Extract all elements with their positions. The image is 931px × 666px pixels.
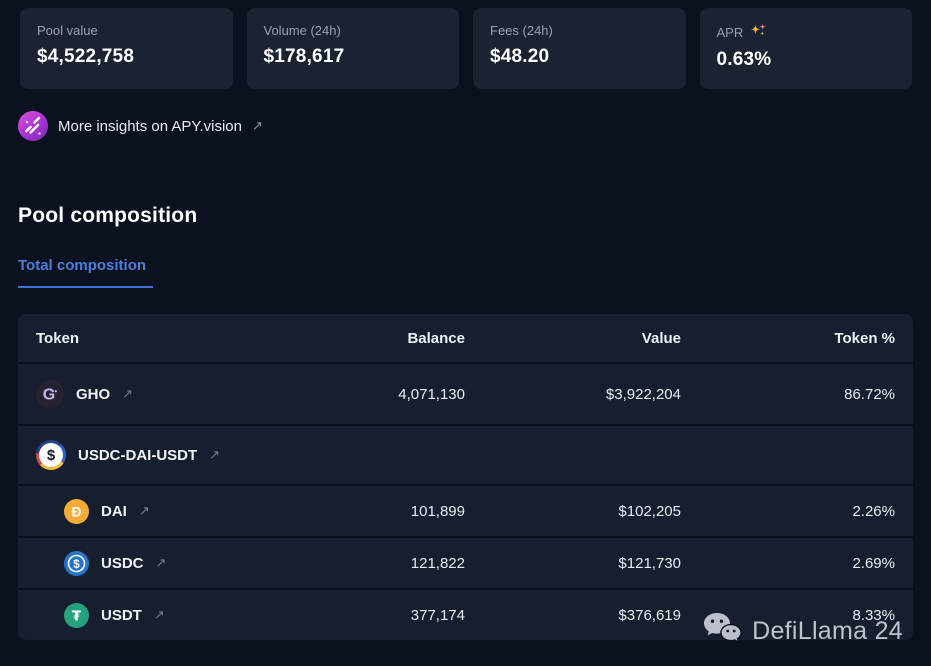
page-title: Pool composition [18, 204, 198, 227]
external-link-icon[interactable]: ↗ [122, 386, 134, 401]
stat-label: APR [716, 24, 744, 40]
token-pct-cell: 86.72% [844, 385, 895, 403]
balance-cell: 4,071,130 [398, 385, 465, 403]
stat-card-volume-24h: Volume (24h) $178,617 [246, 8, 459, 89]
usdt-token-icon: ₮ [64, 602, 89, 628]
table-header: Token Balance Value Token % [18, 314, 913, 362]
external-link-icon: ↗ [252, 118, 263, 133]
column-header-token: Token [36, 329, 80, 347]
stat-card-fees-24h: Fees (24h) $48.20 [473, 8, 686, 89]
token-pct-cell: 2.69% [852, 554, 895, 572]
stat-value: $4,522,758 [37, 46, 135, 67]
svg-text:G: G [43, 387, 55, 404]
stat-value: $48.20 [490, 46, 550, 67]
token-name: USDT [101, 606, 142, 624]
external-link-icon[interactable]: ↗ [138, 503, 150, 518]
apy-vision-link-label: More insights on APY.vision [58, 117, 242, 135]
token-name: DAI [101, 502, 127, 520]
table-row-usdt: ₮ USDT ↗ 377,174 $376,619 8.33% [18, 588, 913, 640]
value-cell: $102,205 [618, 502, 681, 520]
balance-cell: 377,174 [410, 606, 465, 624]
stat-card-apr: APR 0.63% [699, 8, 912, 89]
svg-text:$: $ [73, 558, 80, 570]
column-header-balance: Balance [407, 329, 465, 347]
table-row-usdc-dai-usdt-group: $ USDC-DAI-USDT ↗ [18, 424, 913, 484]
external-link-icon[interactable]: ↗ [209, 447, 221, 462]
table-row-usdc: $ USDC ↗ 121,822 $121,730 2.69% [18, 536, 913, 588]
token-name: USDC-DAI-USDT [78, 446, 198, 464]
table-row-gho: G GHO ↗ 4,071,130 $3,922,204 86.72% [18, 362, 913, 424]
svg-text:Ð: Ð [71, 503, 81, 519]
external-link-icon[interactable]: ↗ [155, 555, 167, 570]
wechat-icon [703, 612, 743, 651]
usdc-token-icon: $ [64, 550, 89, 576]
svg-text:₮: ₮ [72, 608, 82, 624]
composition-tabs: Total composition [18, 257, 931, 288]
token-pct-cell: 8.33% [852, 606, 895, 624]
value-cell: $121,730 [618, 554, 681, 572]
stat-label: Fees (24h) [490, 23, 553, 38]
token-pct-cell: 2.26% [852, 502, 895, 520]
column-header-token-pct: Token % [834, 329, 895, 347]
balance-cell: 121,822 [410, 554, 465, 572]
apy-vision-link[interactable]: More insights on APY.vision ↗ [18, 111, 263, 141]
stat-value: $178,617 [263, 46, 345, 67]
external-link-icon[interactable]: ↗ [153, 607, 165, 622]
usd-pool-group-icon: $ [36, 440, 66, 470]
column-header-value: Value [641, 329, 681, 347]
dai-token-icon: Ð [64, 498, 89, 524]
token-name: GHO [76, 385, 111, 403]
stat-label: Pool value [37, 23, 98, 38]
stat-label: Volume (24h) [263, 23, 341, 38]
gho-token-icon: G [36, 380, 64, 408]
composition-table: Token Balance Value Token % G GHO ↗ 4,0 [18, 314, 913, 640]
stat-card-pool-value: Pool value $4,522,758 [20, 8, 233, 89]
watermark-label: DefiLlama 24 [752, 617, 903, 645]
stats-row: Pool value $4,522,758 Volume (24h) $178,… [0, 0, 931, 89]
balance-cell: 101,899 [410, 502, 465, 520]
apy-vision-icon [18, 111, 48, 141]
stat-value: 0.63% [716, 49, 772, 70]
token-name: USDC [101, 554, 144, 572]
watermark: DefiLlama 24 [703, 612, 903, 651]
value-cell: $3,922,204 [605, 385, 681, 403]
sparkles-icon [750, 23, 767, 41]
tab-total-composition[interactable]: Total composition [18, 257, 154, 288]
value-cell: $376,619 [618, 606, 681, 624]
table-row-dai: Ð DAI ↗ 101,899 $102,205 2.26% [18, 484, 913, 536]
